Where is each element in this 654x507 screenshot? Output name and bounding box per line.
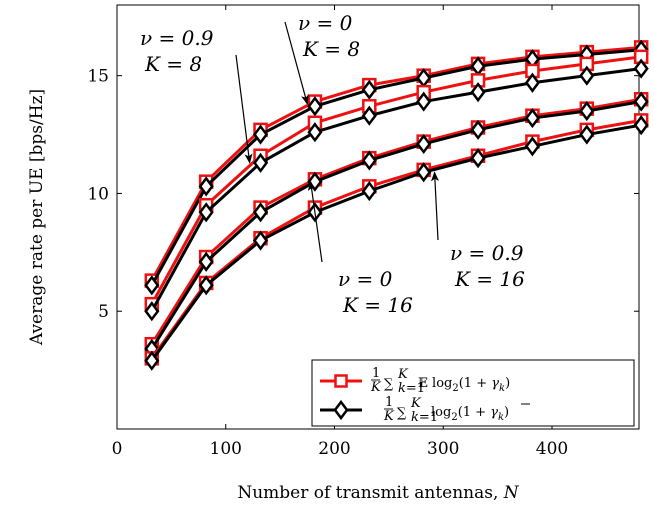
annotation-nu: ν = 0.9	[450, 241, 524, 265]
series-line-7	[150, 123, 642, 362]
x-tick-label: 200	[318, 439, 350, 459]
y-tick-label: 10	[87, 184, 109, 204]
series-line-6	[150, 118, 642, 360]
legend-square-marker	[334, 374, 348, 388]
legend-label-expected-rate: 1 K ∑ K k=1 𝔼 log2(1 + γk)	[370, 366, 510, 396]
legend-diamond-marker	[333, 399, 349, 421]
svg-text:log2(1 + γk): log2(1 + γk)	[431, 405, 509, 423]
series-line-1	[150, 48, 642, 287]
legend: 1 K ∑ K k=1 𝔼 log2(1 + γk) 1 K ∑ K k=1 l…	[311, 359, 635, 427]
data-point-diamond	[579, 65, 595, 86]
svg-text:∑: ∑	[384, 377, 394, 392]
svg-text:K: K	[383, 409, 395, 424]
data-point-diamond	[198, 176, 214, 197]
annotation-nu: ν = 0	[338, 267, 393, 291]
series-line-3	[150, 67, 642, 312]
data-point-diamond	[579, 100, 595, 122]
x-tick-label: 400	[536, 439, 568, 459]
x-tick-label: 0	[112, 439, 123, 459]
svg-text:K: K	[410, 396, 422, 411]
annotation-k: K = 8	[144, 52, 202, 76]
annotation-k: K = 8	[302, 37, 360, 61]
annotation-nu: ν = 0	[298, 11, 353, 35]
y-tick-label: 5	[98, 302, 109, 322]
series-line-4	[150, 97, 642, 345]
svg-text:k=1: k=1	[398, 381, 425, 396]
legend-label-deterministic-rate: 1 K ∑ K k=1 log2(1 + γk)	[383, 395, 530, 425]
data-point-diamond	[252, 124, 269, 145]
data-point-diamond	[470, 148, 486, 169]
annotation-k: K = 16	[342, 293, 413, 317]
data-point-diamond	[361, 105, 377, 126]
data-point-diamond	[307, 122, 323, 143]
svg-text:K: K	[370, 380, 382, 395]
annotation-arrow	[431, 171, 440, 241]
svg-text:∑: ∑	[397, 406, 407, 421]
data-point-diamond	[470, 82, 486, 103]
data-point-diamond	[252, 202, 269, 223]
data-point-diamond	[416, 133, 432, 155]
annotation-arrow	[284, 21, 309, 105]
series-line-2	[150, 55, 642, 305]
legend-box	[311, 359, 635, 427]
data-point-diamond	[144, 275, 160, 296]
data-point-diamond	[524, 72, 540, 93]
data-point-diamond	[198, 202, 214, 223]
svg-text:k=1: k=1	[411, 410, 438, 425]
x-tick-label: 100	[210, 439, 242, 459]
data-point-diamond	[144, 350, 160, 371]
data-point-diamond	[579, 124, 595, 145]
x-tick-label: 300	[427, 439, 459, 459]
x-axis-title: Number of transmit antennas, N	[237, 483, 519, 503]
data-point-diamond	[361, 79, 377, 100]
data-point-diamond	[198, 251, 214, 272]
svg-text:1: 1	[385, 395, 393, 410]
data-point-diamond	[524, 136, 540, 157]
annotation-arrow	[235, 54, 253, 164]
y-tick-label: 15	[87, 67, 109, 87]
series-line-0	[150, 45, 642, 282]
data-point-diamond	[144, 301, 160, 322]
data-point-diamond	[416, 91, 432, 112]
data-point-diamond	[633, 115, 649, 136]
data-point-diamond	[252, 152, 269, 173]
svg-text:K: K	[397, 367, 409, 382]
data-point-diamond	[361, 181, 377, 202]
data-point-diamond	[524, 107, 540, 129]
data-point-diamond	[633, 58, 649, 79]
annotation-nu: ν = 0.9	[140, 26, 214, 50]
data-point-diamond	[252, 230, 269, 251]
annotation-k: K = 16	[454, 267, 525, 291]
y-axis-title: Average rate per UE [bps/Hz]	[27, 89, 47, 346]
svg-text:1: 1	[372, 366, 380, 381]
annotation-arrow	[307, 180, 323, 263]
series-line-5	[150, 100, 642, 350]
data-point-diamond	[307, 96, 323, 117]
data-point-diamond	[198, 275, 214, 296]
plot-frame	[116, 4, 640, 430]
svg-text:𝔼 log2(1 + γk): 𝔼 log2(1 + γk)	[418, 376, 510, 394]
data-point-diamond	[361, 150, 377, 171]
data-point-diamond	[416, 162, 432, 183]
data-point-diamond	[633, 91, 649, 112]
data-point-diamond	[470, 119, 486, 140]
